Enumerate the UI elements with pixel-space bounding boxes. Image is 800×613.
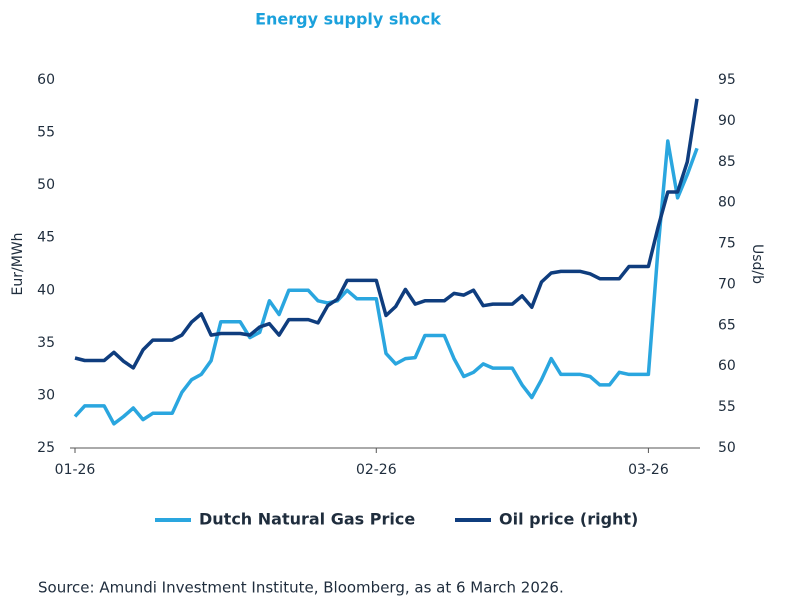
x-tick-label: 03-26 (628, 462, 669, 478)
y2-tick-label: 85 (718, 154, 736, 170)
y2-tick-label: 50 (718, 440, 736, 456)
y-tick-label: 35 (37, 335, 55, 351)
y2-axis-label: Usd/b (749, 244, 765, 284)
y2-tick-label: 80 (718, 195, 736, 211)
y2-tick-label: 65 (718, 317, 736, 333)
source-note: Source: Amundi Investment Institute, Blo… (38, 579, 564, 597)
y-tick-label: 55 (37, 125, 55, 141)
series-line (74, 98, 699, 370)
y-axis-label: Eur/MWh (10, 233, 26, 296)
y2-tick-label: 95 (718, 72, 736, 88)
y-tick-label: 40 (37, 282, 55, 298)
y2-tick-label: 70 (718, 276, 736, 292)
y2-tick-label: 55 (718, 399, 736, 415)
y-tick-label: 25 (37, 440, 55, 456)
x-tick-label: 01-26 (55, 462, 96, 478)
y-tick-label: 45 (37, 230, 55, 246)
legend-label: Oil price (right) (499, 510, 638, 529)
series-line (73, 139, 699, 426)
y-tick-label: 50 (37, 177, 55, 193)
y-tick-label: 60 (37, 72, 55, 88)
y2-tick-label: 90 (718, 113, 736, 129)
y-tick-label: 30 (37, 387, 55, 403)
x-tick-label: 02-26 (356, 462, 397, 478)
y2-tick-label: 60 (718, 358, 736, 374)
y2-tick-label: 75 (718, 236, 736, 252)
legend-label: Dutch Natural Gas Price (199, 510, 415, 529)
chart-title: Energy supply shock (255, 10, 441, 29)
